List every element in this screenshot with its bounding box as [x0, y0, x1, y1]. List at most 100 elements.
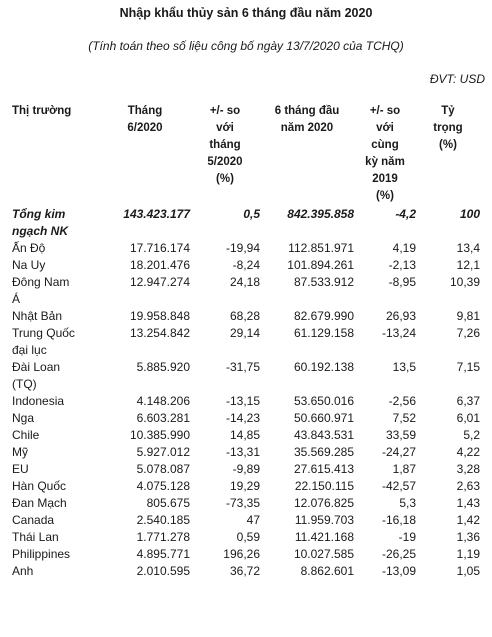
cell-chg-m5: -31,75	[225, 360, 260, 374]
cell-h1: 61.129.158	[293, 326, 354, 340]
header-market: Thị trường	[12, 103, 100, 206]
cell-chg-m5: 47	[246, 513, 260, 527]
market-cell: Indonesia	[12, 393, 100, 410]
cell-m6: 1.771.278	[136, 530, 190, 544]
table-row: Mỹ 5.927.012 -13,31 35.569.285 -24,27 4,22	[12, 444, 480, 461]
cell-m6: 5.078.087	[136, 462, 190, 476]
cell-h1: 11.421.168	[294, 530, 354, 544]
market-name-line: Nhật Bản	[12, 309, 63, 323]
header-line: Tỷ	[441, 105, 455, 117]
market-name-line: Trung Quốc	[12, 326, 75, 340]
cell-chg-yoy: 5,3	[399, 496, 416, 510]
table-row: Đan Mạch 805.675 -73,35 12.076.825 5,3 1,43	[12, 495, 480, 512]
cell-share: 5,2	[463, 428, 480, 442]
header-m6: Tháng 6/2020	[100, 103, 190, 206]
cell-share: 1,36	[456, 530, 480, 544]
market-name-line: Tổng kim	[12, 207, 66, 221]
header-line: với	[216, 122, 234, 134]
header-line: (%)	[376, 190, 394, 202]
cell-chg-yoy: -16,18	[381, 513, 416, 527]
cell-m6: 19.958.848	[129, 309, 190, 323]
cell-share: 4,22	[456, 445, 480, 459]
cell-chg-yoy: 4,19	[392, 241, 416, 255]
cell-h1: 12.076.825	[293, 496, 354, 510]
table-row: Thái Lan 1.771.278 0,59 11.421.168 -19 1,36	[12, 529, 480, 546]
cell-chg-yoy: -2,56	[388, 394, 416, 408]
cell-m6: 5.927.012	[136, 445, 190, 459]
cell-m6: 17.716.174	[129, 241, 190, 255]
market-name-line: Đan Mạch	[12, 496, 67, 510]
table-body: Tổng kim ngạch NK 143.423.177 0,5 842.395.85…	[12, 206, 480, 580]
page-subtitle: (Tính toán theo số liệu công bố ngày 13/…	[88, 39, 404, 53]
cell-share: 1,42	[456, 513, 480, 527]
market-name-line: Thái Lan	[12, 530, 59, 544]
market-cell: Trung Quốc đại lục	[12, 325, 100, 359]
header-line: 6/2020	[127, 122, 163, 134]
market-cell: Thái Lan	[12, 529, 100, 546]
cell-m6: 5.885.920	[136, 360, 190, 374]
market-name-line: Nga	[12, 411, 35, 425]
cell-share: 13,4	[456, 241, 480, 255]
cell-chg-m5: -13,15	[225, 394, 260, 408]
cell-h1: 842.395.858	[287, 207, 354, 221]
cell-chg-m5: -13,31	[225, 445, 260, 459]
cell-chg-m5: -73,35	[225, 496, 260, 510]
cell-chg-yoy: -13,09	[381, 564, 416, 578]
cell-chg-yoy: 1,87	[392, 462, 416, 476]
cell-m6: 10.385.990	[129, 428, 190, 442]
cell-chg-m5: 68,28	[229, 309, 260, 323]
header-chg-yoy: +/- so với cùng kỳ năm 2019 (%)	[354, 103, 416, 206]
market-cell: Ấn Độ	[12, 240, 100, 257]
cell-m6: 805.675	[146, 496, 190, 510]
cell-h1: 82.679.990	[293, 309, 354, 323]
cell-m6: 2.010.595	[136, 564, 190, 578]
cell-share: 10,39	[449, 275, 480, 289]
header-line: 6 tháng đầu	[274, 105, 340, 117]
table-row: Đài Loan (TQ) 5.885.920 -31,75 60.192.138 13,…	[12, 359, 480, 393]
cell-share: 1,05	[456, 564, 480, 578]
cell-m6: 18.201.476	[129, 258, 190, 272]
header-line: tháng	[209, 139, 241, 151]
header-line: Tháng	[127, 105, 163, 117]
header-line: kỳ năm	[365, 156, 405, 168]
market-cell: Hàn Quốc	[12, 478, 100, 495]
cell-chg-m5: 14,85	[229, 428, 260, 442]
market-name-line: Philippines	[12, 547, 71, 561]
cell-chg-yoy: 26,93	[385, 309, 416, 323]
cell-chg-yoy: -26,25	[381, 547, 416, 561]
market-cell: Nga	[12, 410, 100, 427]
table-row: Nga 6.603.281 -14,23 50.660.971 7,52 6,01	[12, 410, 480, 427]
table-row: Nhật Bản 19.958.848 68,28 82.679.990 26,93 9,…	[12, 308, 480, 325]
table-row: Na Uy 18.201.476 -8,24 101.894.261 -2,13 12,1	[12, 257, 480, 274]
cell-share: 6,37	[456, 394, 480, 408]
market-cell: Chile	[12, 427, 100, 444]
market-cell: Đài Loan (TQ)	[12, 359, 100, 393]
header-chg-m5: +/- so với tháng 5/2020 (%)	[190, 103, 260, 206]
cell-chg-m5: -19,94	[225, 241, 260, 255]
cell-h1: 50.660.971	[293, 411, 354, 425]
cell-chg-yoy: 7,52	[392, 411, 416, 425]
cell-chg-yoy: -2,13	[388, 258, 416, 272]
cell-h1: 87.533.912	[293, 275, 354, 289]
cell-share: 12,1	[456, 258, 480, 272]
cell-h1: 101.894.261	[287, 258, 354, 272]
market-cell: Mỹ	[12, 444, 100, 461]
market-cell: Đan Mạch	[12, 495, 100, 512]
table-row: EU 5.078.087 -9,89 27.615.413 1,87 3,28	[12, 461, 480, 478]
market-name-line: Á	[12, 292, 21, 306]
unit-label: ĐVT: USD	[429, 72, 485, 86]
cell-m6: 12.947.274	[129, 275, 190, 289]
cell-share: 7,26	[456, 326, 480, 340]
cell-chg-m5: 196,26	[223, 547, 260, 561]
cell-m6: 6.603.281	[136, 411, 190, 425]
total-row: Tổng kim ngạch NK 143.423.177 0,5 842.395.85…	[12, 206, 480, 240]
market-name-line: Na Uy	[12, 258, 46, 272]
header-line: trọng	[433, 122, 463, 134]
cell-chg-m5: 29,14	[229, 326, 260, 340]
cell-chg-yoy: -42,57	[381, 479, 416, 493]
cell-m6: 143.423.177	[123, 207, 190, 221]
cell-chg-m5: 0,59	[236, 530, 260, 544]
market-name-line: Mỹ	[12, 445, 28, 459]
market-cell: Canada	[12, 512, 100, 529]
cell-share: 2,63	[456, 479, 480, 493]
